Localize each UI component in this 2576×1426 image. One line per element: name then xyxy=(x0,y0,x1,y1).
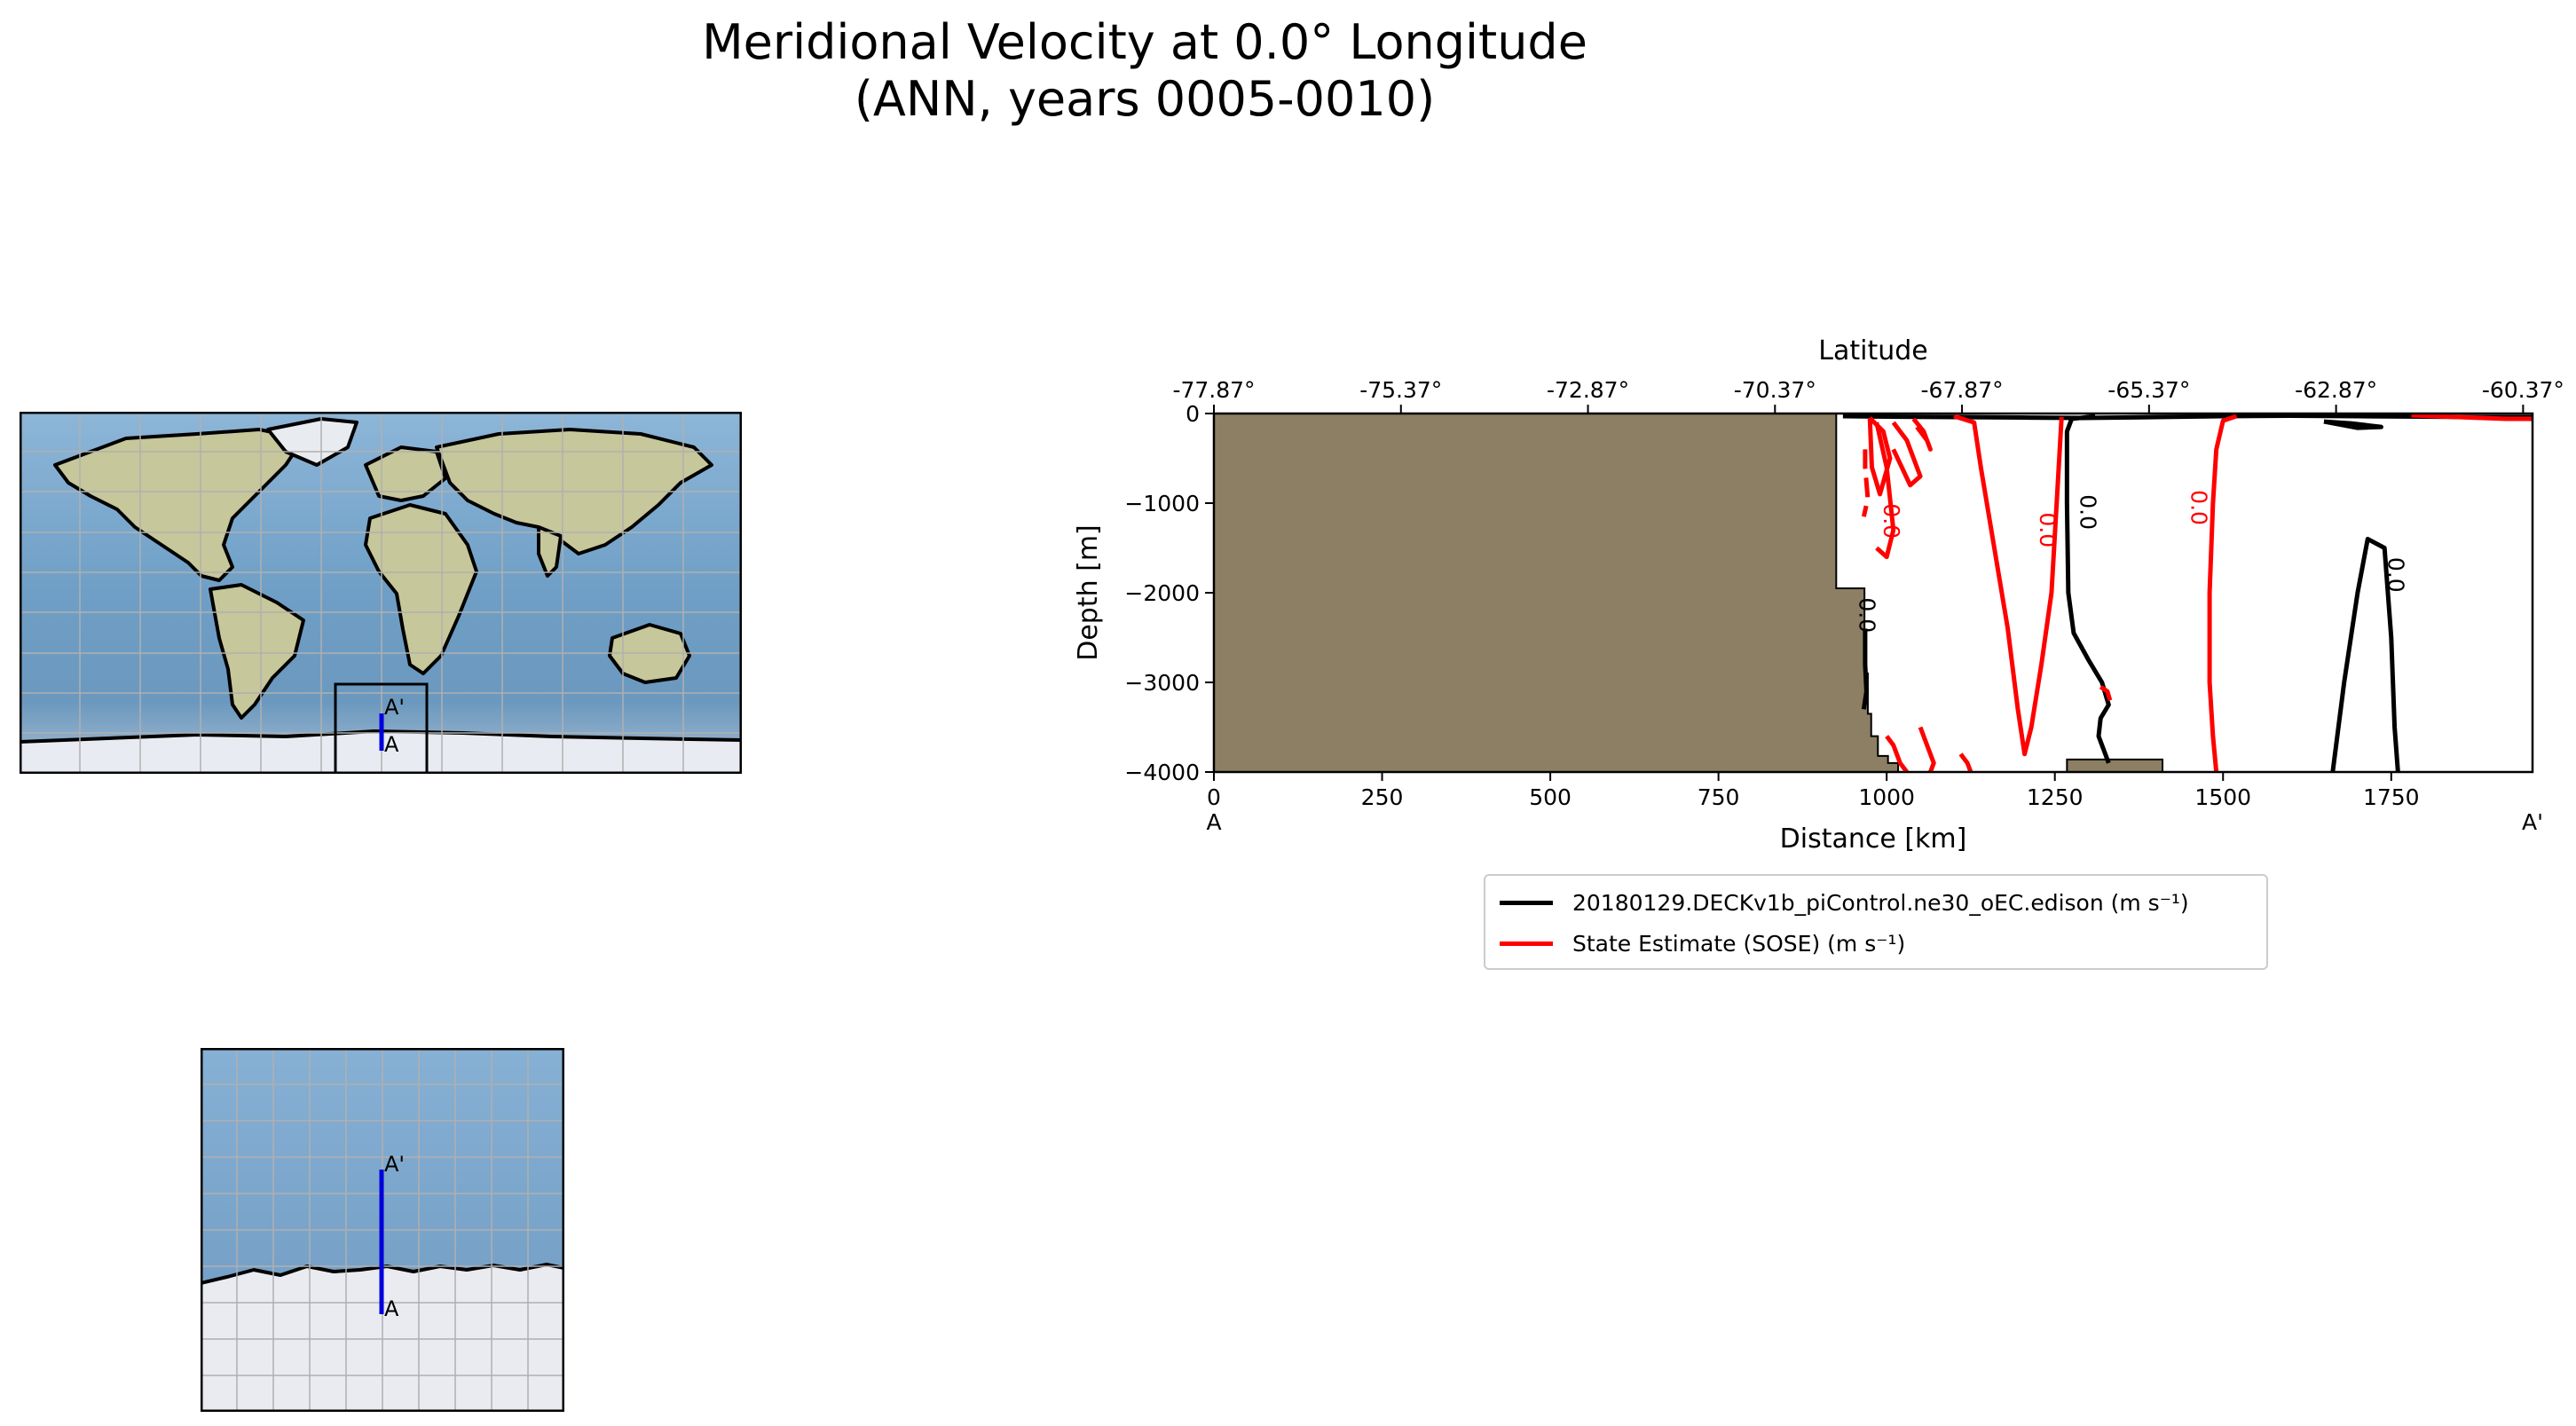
obs-contour-6 xyxy=(1911,417,1933,452)
contour-label: 0.0 xyxy=(2383,557,2409,593)
model-contour-1 xyxy=(2064,414,2111,764)
y-tick-label: −4000 xyxy=(1124,760,1200,785)
top-tick-label: -62.87° xyxy=(2295,377,2377,403)
x-tick-label: 750 xyxy=(1698,784,1740,810)
obs-contour-4 xyxy=(1891,421,1923,488)
figure-title-line1: Meridional Velocity at 0.0° Longitude xyxy=(702,14,1587,70)
top-tick-label: -72.87° xyxy=(1547,377,1629,403)
section-end-axis-label: A' xyxy=(2522,809,2543,835)
india xyxy=(537,525,563,578)
obs-contour-11 xyxy=(2411,414,2533,421)
section-start-label: A xyxy=(384,732,399,757)
x-tick-label: 0 xyxy=(1207,784,1221,810)
legend-label-obs: State Estimate (SOSE) (m s⁻¹) xyxy=(1572,930,1906,957)
plot-clipped-group: 0.0 0.0 0.0 0.0 0.0 0.0 xyxy=(1214,414,2533,772)
contour-label: 0.0 xyxy=(2075,494,2100,530)
legend-item-obs: State Estimate (SOSE) (m s⁻¹) xyxy=(1500,924,1905,963)
model-contour-2 xyxy=(1861,628,1869,710)
x-tick-label: 1500 xyxy=(2194,784,2251,810)
map-gridlines xyxy=(20,412,742,774)
x-tick-label: 1750 xyxy=(2363,784,2420,810)
plot-content: 0.0 0.0 0.0 0.0 0.0 0.0 xyxy=(1214,414,2533,772)
legend-item-model: 20180129.DECKv1b_piControl.ne30_oEC.edis… xyxy=(1500,883,2189,922)
obs-contour-5 xyxy=(1867,416,1893,497)
model-contour-3 xyxy=(2330,536,2400,772)
legend-label-model: 20180129.DECKv1b_piControl.ne30_oEC.edis… xyxy=(1572,889,2189,916)
model-contour-4 xyxy=(2323,419,2383,430)
y-tick-label: −2000 xyxy=(1124,580,1200,606)
obs-contour-10 xyxy=(2099,684,2113,701)
y-tick-label: 0 xyxy=(1186,401,1200,427)
top-tick-label: -70.37° xyxy=(1734,377,1816,403)
top-tick-label: -60.37° xyxy=(2482,377,2564,403)
europe xyxy=(364,445,447,502)
north-america xyxy=(53,428,305,582)
obs-contour-1 xyxy=(2207,414,2238,772)
x-tick-label: 500 xyxy=(1529,784,1572,810)
top-tick-label: -65.37° xyxy=(2107,377,2190,403)
section-end-label: A' xyxy=(384,695,405,720)
inset-gridlines xyxy=(201,1048,564,1412)
obs-contour-8 xyxy=(1918,726,1936,772)
seamount-mask xyxy=(2066,758,2164,772)
x-tick-label: 1250 xyxy=(2027,784,2084,810)
legend-swatch-obs xyxy=(1500,941,1553,946)
section-start-axis-label: A xyxy=(1206,809,1221,835)
inset-section-start-label: A xyxy=(384,1296,399,1321)
y-tick-label: −1000 xyxy=(1124,491,1200,516)
inset-frame xyxy=(201,1048,564,1412)
legend-swatch-model xyxy=(1500,900,1553,905)
obs-contour-2 xyxy=(1861,449,1871,517)
figure-title-line2: (ANN, years 0005-0010) xyxy=(854,71,1436,127)
obs-contour-7 xyxy=(1885,735,1909,772)
top-tick-label: -75.37° xyxy=(1359,377,1442,403)
global-map: A' A xyxy=(20,412,742,774)
depth-axis-label: Depth [m] xyxy=(1073,524,1104,661)
obs-contour-0 xyxy=(1953,414,2064,757)
chart-legend: 20180129.DECKv1b_piControl.ne30_oEC.edis… xyxy=(1484,874,2268,970)
top-tick-label: -67.87° xyxy=(1921,377,2004,403)
inset-section-end-label: A' xyxy=(384,1152,405,1177)
contour-label: 0.0 xyxy=(1879,503,1904,539)
y-tick-label: −3000 xyxy=(1124,670,1200,696)
x-tick-label: 1000 xyxy=(1858,784,1915,810)
contour-label: 0.0 xyxy=(2035,512,2060,548)
south-america xyxy=(209,583,305,720)
contour-label: 0.0 xyxy=(1855,597,1880,633)
contour-label: 0.0 xyxy=(2186,490,2211,525)
map-frame xyxy=(20,412,742,774)
axes-ticks: 0 250 500 750 1000 1250 1500 1750 0 −1000 −2000 −30… xyxy=(1124,377,2564,810)
obs-contour-3 xyxy=(1874,421,1896,560)
land-mask xyxy=(1214,414,1900,772)
x-tick-label: 250 xyxy=(1361,784,1404,810)
latitude-axis-label: Latitude xyxy=(1818,335,1927,366)
inset-map: A' A xyxy=(201,1048,564,1412)
inset-region-box xyxy=(334,682,429,774)
obs-contour-9 xyxy=(1958,752,1973,772)
distance-axis-label: Distance [km] xyxy=(1780,823,1967,855)
top-tick-label: -77.87° xyxy=(1172,377,1255,403)
